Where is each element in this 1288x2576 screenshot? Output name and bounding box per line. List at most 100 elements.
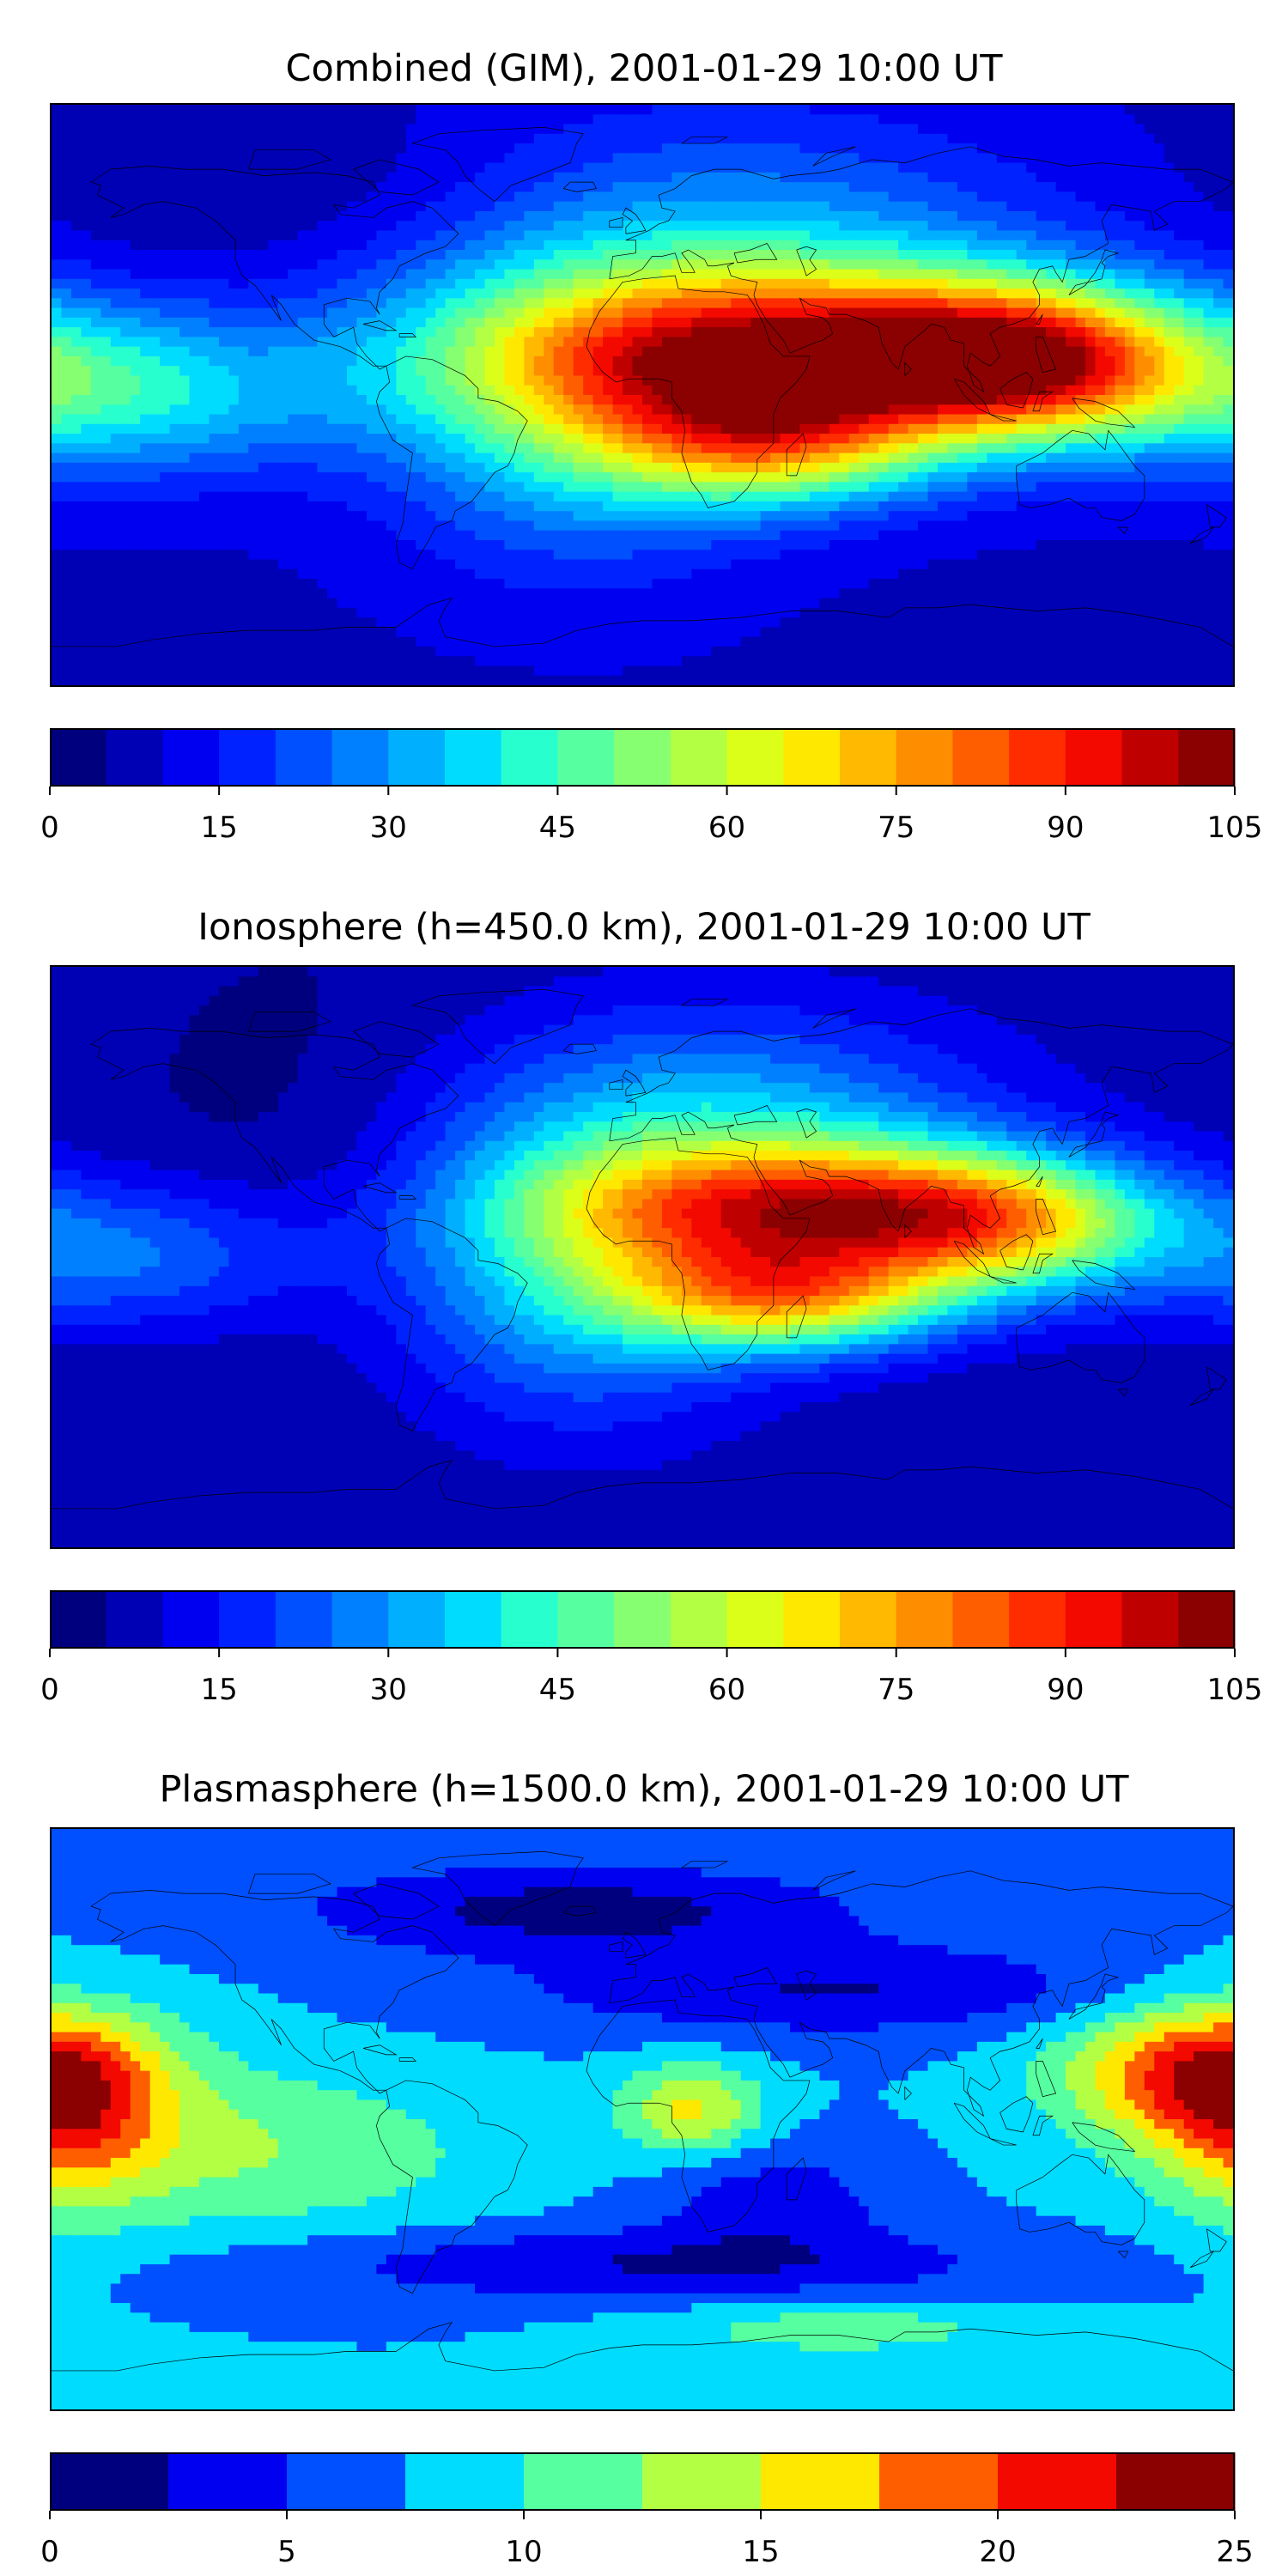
field-cell [149,337,161,348]
field-cell [1046,482,1057,493]
field-cell [130,162,142,173]
field-cell [169,143,181,155]
field-cell [495,355,506,368]
field-cell [160,162,171,173]
field-cell [848,172,860,184]
field-cell [829,162,841,173]
field-cell [711,337,722,348]
field-cell [445,153,457,164]
field-cell [149,153,161,164]
field-cell [583,385,594,397]
field-cell [435,221,447,232]
field-cell [711,240,722,252]
field-cell [671,143,683,155]
field-cell [169,317,181,329]
field-cell [642,114,653,125]
field-cell [179,162,191,173]
field-cell [583,472,594,483]
field-cell [435,230,447,241]
field-cell [780,434,792,445]
field-cell [1085,153,1097,164]
field-cell [455,472,466,483]
field-cell [504,414,516,425]
field-cell [544,201,555,213]
field-cell [1203,307,1215,319]
field-cell [740,221,752,232]
field-cell [583,210,594,222]
field-cell [120,230,131,241]
field-cell [701,240,713,252]
field-cell [1183,298,1195,309]
field-cell [691,443,702,454]
field-cell [701,289,713,300]
field-cell [544,453,555,464]
field-cell [1075,346,1087,358]
field-cell [671,201,683,213]
field-cell [1046,230,1057,241]
field-cell [573,491,585,503]
field-cell [583,153,594,164]
field-cell [81,298,93,309]
field-cell [179,153,191,164]
field-cell [1085,366,1097,377]
field-cell [652,240,664,252]
field-cell [199,240,210,252]
field-cell [90,395,102,406]
field-cell [603,346,614,358]
field-cell [1055,259,1067,270]
field-cell [976,201,988,213]
field-cell [81,201,93,213]
field-cell [1075,404,1087,416]
field-cell [288,375,299,386]
field-cell [1194,491,1205,503]
field-cell [661,182,673,193]
field-cell [199,269,210,280]
field-cell [878,395,890,406]
field-cell [592,240,605,252]
field-cell [416,472,427,483]
field-cell [908,240,920,252]
field-cell [1085,327,1097,338]
field-cell [513,114,526,125]
field-cell [228,210,240,222]
field-cell [160,462,171,474]
field-cell [967,114,979,125]
field-cell [445,385,457,397]
field-cell [957,385,969,397]
field-cell [1134,385,1145,397]
field-cell [513,327,526,338]
field-cell [750,191,762,203]
field-cell [1046,191,1057,203]
field-cell [455,182,466,193]
field-cell [918,491,929,503]
field-cell [1115,201,1127,213]
field-cell [573,172,585,184]
field-cell [740,472,752,483]
field-cell [405,240,417,252]
field-cell [238,443,250,454]
field-cell [623,269,634,280]
field-cell [947,337,959,348]
field-cell [513,462,526,474]
field-cell [1066,395,1077,406]
field-cell [337,298,349,309]
field-cell [356,269,368,280]
field-cell [1085,423,1097,435]
field-cell [661,289,673,300]
field-cell [356,230,368,241]
field-cell [81,221,93,232]
field-cell [859,289,870,300]
field-cell [218,355,230,368]
field-cell [1036,317,1048,329]
field-cell [720,240,732,252]
field-cell [652,153,664,164]
field-cell [199,434,210,445]
field-cell [996,153,1008,164]
field-cell [327,114,338,125]
field-cell [484,491,496,503]
field-cell [829,143,841,155]
field-cell [277,240,289,252]
field-cell [612,210,624,222]
field-cell [1134,404,1145,416]
field-cell [878,289,890,300]
